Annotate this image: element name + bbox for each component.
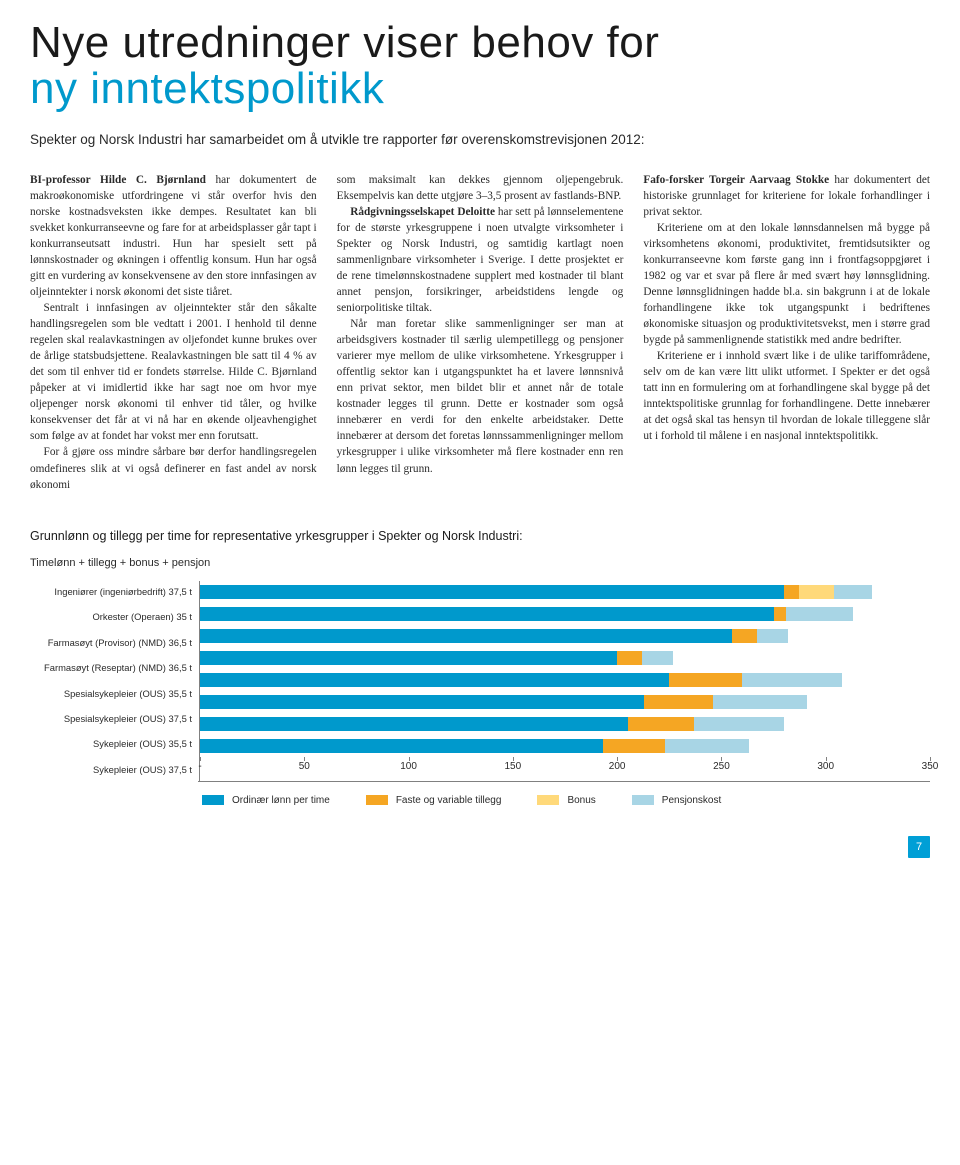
bar-segment bbox=[642, 651, 673, 665]
bar-segment bbox=[200, 585, 784, 599]
x-tick-label: 50 bbox=[299, 761, 310, 772]
y-label: Sykepleier (OUS) 35,5 t bbox=[30, 733, 200, 755]
x-tick-label: 150 bbox=[505, 761, 522, 772]
c3-p2: Kriteriene om at den lokale lønnsdannels… bbox=[643, 220, 930, 348]
column-1: BI-professor Hilde C. Bjørnland har doku… bbox=[30, 172, 317, 493]
bar-row bbox=[200, 585, 930, 599]
c3-p3: Kriteriene er i innhold svært like i de … bbox=[643, 348, 930, 444]
y-label: Ingeniører (ingeniørbedrift) 37,5 t bbox=[30, 581, 200, 603]
x-tick-label: 100 bbox=[400, 761, 417, 772]
legend-swatch bbox=[202, 795, 224, 805]
bar-segment bbox=[694, 717, 784, 731]
y-label: Farmasøyt (Provisor) (NMD) 36,5 t bbox=[30, 631, 200, 653]
legend-swatch bbox=[366, 795, 388, 805]
bar-row bbox=[200, 607, 930, 621]
x-tick-label: 350 bbox=[922, 761, 939, 772]
bar-row bbox=[200, 651, 930, 665]
bar-segment bbox=[834, 585, 872, 599]
chart-legend: Ordinær lønn per time Faste og variable t… bbox=[202, 795, 930, 806]
c2-p3: Når man foretar slike sammenligninger se… bbox=[337, 316, 624, 476]
y-label: Spesialsykepleier (OUS) 35,5 t bbox=[30, 682, 200, 704]
column-3: Fafo-forsker Torgeir Aarvaag Stokke har … bbox=[643, 172, 930, 493]
bar-segment bbox=[742, 673, 842, 687]
bar-segment bbox=[669, 673, 742, 687]
y-label: Farmasøyt (Reseptar) (NMD) 36,5 t bbox=[30, 657, 200, 679]
c2-p2: Rådgivningsselskapet Deloitte har sett p… bbox=[337, 204, 624, 316]
bar-segment bbox=[200, 673, 669, 687]
bar-segment bbox=[200, 695, 644, 709]
legend-item: Pensjonskost bbox=[632, 795, 721, 806]
bar-segment bbox=[774, 607, 787, 621]
column-2: som maksimalt kan dekkes gjennom oljepen… bbox=[337, 172, 624, 493]
bar-segment bbox=[617, 651, 642, 665]
x-axis-ticks: -50100150200250300350 bbox=[200, 757, 930, 781]
legend-label: Ordinær lønn per time bbox=[232, 795, 330, 806]
x-tick-label: - bbox=[198, 761, 201, 772]
plot-area: -50100150200250300350 bbox=[200, 581, 930, 781]
y-axis-labels: Ingeniører (ingeniørbedrift) 37,5 t Orkes… bbox=[30, 581, 200, 781]
legend-label: Bonus bbox=[567, 795, 595, 806]
bar-row bbox=[200, 695, 930, 709]
y-label: Sykepleier (OUS) 37,5 t bbox=[30, 759, 200, 781]
intro-text: Spekter og Norsk Industri har samarbeide… bbox=[30, 130, 750, 150]
chart-title: Grunnlønn og tillegg per time for repres… bbox=[30, 529, 930, 543]
bar-segment bbox=[732, 629, 757, 643]
x-tick-label: 200 bbox=[609, 761, 626, 772]
bar-segment bbox=[200, 739, 603, 753]
x-tick-label: 300 bbox=[817, 761, 834, 772]
bar-segment bbox=[628, 717, 695, 731]
legend-label: Pensjonskost bbox=[662, 795, 721, 806]
bar-segment bbox=[786, 607, 853, 621]
c1-p3: For å gjøre oss mindre sårbare bør derfo… bbox=[30, 444, 317, 492]
legend-item: Bonus bbox=[537, 795, 595, 806]
legend-item: Ordinær lønn per time bbox=[202, 795, 330, 806]
bar-segment bbox=[665, 739, 748, 753]
bar-segment bbox=[713, 695, 807, 709]
page-number-badge: 7 bbox=[908, 836, 930, 858]
bar-segment bbox=[799, 585, 834, 599]
c2-p1: som maksimalt kan dekkes gjennom oljepen… bbox=[337, 172, 624, 204]
bar-segment bbox=[784, 585, 799, 599]
title-line-1: Nye utredninger viser behov for bbox=[30, 18, 659, 67]
legend-label: Faste og variable tillegg bbox=[396, 795, 502, 806]
title-line-2: ny inntektspolitikk bbox=[30, 64, 384, 113]
legend-swatch bbox=[632, 795, 654, 805]
y-axis-line bbox=[199, 581, 200, 782]
bar-segment bbox=[200, 717, 628, 731]
x-tick-label: 250 bbox=[713, 761, 730, 772]
bar-segment bbox=[200, 607, 774, 621]
body-columns: BI-professor Hilde C. Bjørnland har doku… bbox=[30, 172, 930, 493]
page-title: Nye utredninger viser behov for ny innte… bbox=[30, 20, 930, 112]
bar-row bbox=[200, 739, 930, 753]
bar-segment bbox=[644, 695, 713, 709]
chart-body: Ingeniører (ingeniørbedrift) 37,5 t Orkes… bbox=[30, 581, 930, 781]
y-label: Spesialsykepleier (OUS) 37,5 t bbox=[30, 708, 200, 730]
x-axis-line bbox=[198, 781, 930, 782]
c1-p1: BI-professor Hilde C. Bjørnland har doku… bbox=[30, 172, 317, 300]
chart-subtitle: Timelønn + tillegg + bonus + pensjon bbox=[30, 557, 930, 569]
c3-p1: Fafo-forsker Torgeir Aarvaag Stokke har … bbox=[643, 172, 930, 220]
bar-segment bbox=[603, 739, 666, 753]
legend-item: Faste og variable tillegg bbox=[366, 795, 502, 806]
y-label: Orkester (Operaen) 35 t bbox=[30, 606, 200, 628]
legend-swatch bbox=[537, 795, 559, 805]
c1-p2: Sentralt i innfasingen av oljeinntekter … bbox=[30, 300, 317, 444]
bar-row bbox=[200, 717, 930, 731]
bar-segment bbox=[757, 629, 788, 643]
bar-row bbox=[200, 629, 930, 643]
bar-segment bbox=[200, 629, 732, 643]
bar-segment bbox=[200, 651, 617, 665]
bar-row bbox=[200, 673, 930, 687]
chart-section: Grunnlønn og tillegg per time for repres… bbox=[30, 529, 930, 806]
